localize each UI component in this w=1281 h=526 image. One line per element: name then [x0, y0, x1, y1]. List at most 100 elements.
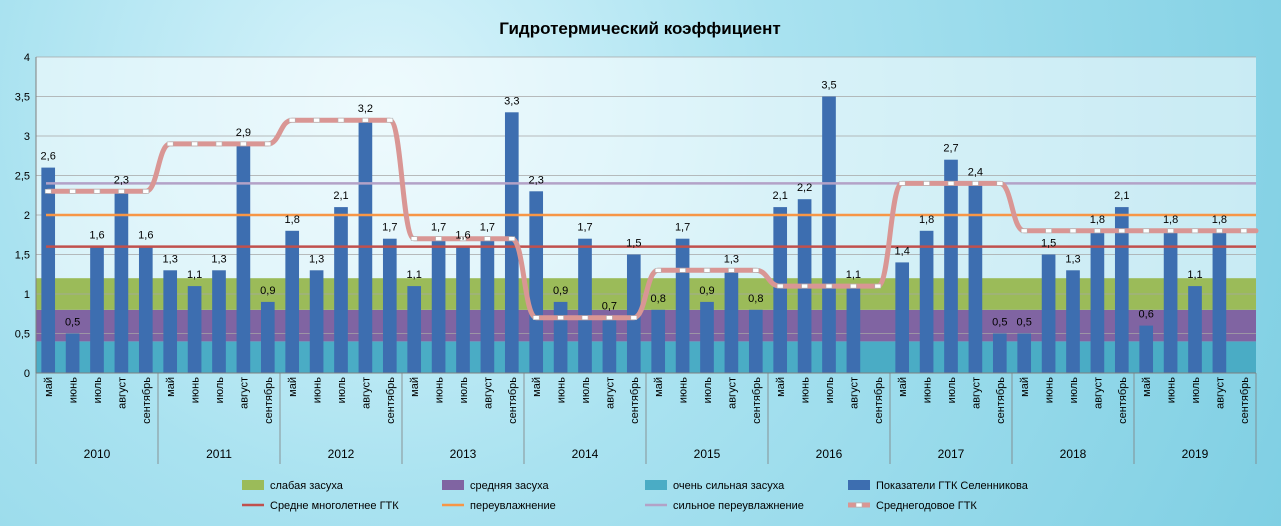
x-year-label: 2015: [694, 447, 721, 461]
data-label: 2,1: [333, 190, 348, 202]
x-month-label: май: [531, 377, 543, 397]
average-marker: [752, 267, 760, 273]
x-year-label: 2010: [84, 447, 111, 461]
data-label: 1,7: [480, 222, 495, 234]
data-label: 0,6: [1139, 309, 1154, 321]
bar: [748, 309, 763, 373]
data-label: 2,3: [529, 174, 544, 186]
x-month-label: сентябрь: [873, 377, 885, 424]
x-year-label: 2019: [1182, 447, 1209, 461]
bar: [1114, 207, 1129, 373]
bar: [846, 286, 861, 373]
x-month-label: май: [775, 377, 787, 397]
average-marker: [1216, 228, 1223, 234]
data-label: 1,7: [675, 222, 690, 234]
data-label: 1,3: [211, 253, 226, 265]
x-month-label: май: [287, 377, 299, 397]
bar: [1139, 325, 1154, 373]
data-label: 1,7: [577, 222, 592, 234]
x-month-label: август: [1092, 377, 1104, 409]
x-month-label: сентябрь: [385, 377, 397, 424]
data-label: 1,7: [382, 222, 397, 234]
x-month-label: август: [1214, 377, 1226, 409]
x-month-label: август: [238, 377, 250, 409]
data-label: 1,8: [1163, 214, 1178, 226]
x-month-label: сентябрь: [995, 377, 1007, 424]
average-marker: [288, 117, 296, 123]
data-label: 1,3: [1065, 253, 1080, 265]
bar: [724, 270, 739, 373]
average-marker: [264, 141, 272, 147]
bar: [41, 167, 56, 373]
bar: [65, 333, 80, 373]
bar: [992, 333, 1007, 373]
x-month-label: август: [360, 377, 372, 409]
x-month-label: сентябрь: [1239, 377, 1251, 424]
data-label: 1,1: [187, 269, 202, 281]
data-label: 1,8: [1212, 214, 1227, 226]
bar: [382, 238, 397, 373]
data-label: 1,6: [138, 230, 153, 242]
y-tick-label: 2: [24, 210, 30, 222]
data-label: 1,3: [163, 253, 178, 265]
average-marker: [313, 117, 320, 123]
bar: [1188, 286, 1202, 373]
bar: [1017, 333, 1032, 373]
bar: [822, 96, 836, 373]
x-month-label: август: [970, 377, 982, 409]
y-tick-label: 0: [24, 368, 30, 380]
legend-label: средняя засуха: [470, 480, 549, 492]
chart-title: Гидротермический коэффициент: [499, 19, 780, 38]
x-year-label: 2016: [816, 447, 843, 461]
x-month-label: май: [43, 377, 55, 397]
average-marker: [581, 315, 589, 321]
data-label: 2,4: [968, 166, 983, 178]
average-marker: [776, 283, 784, 289]
average-marker: [703, 267, 711, 273]
data-label: 1,6: [455, 230, 470, 242]
y-tick-label: 4: [24, 52, 30, 64]
data-label: 3,5: [821, 80, 836, 92]
x-month-label: июнь: [312, 377, 324, 403]
x-month-label: август: [848, 377, 860, 409]
average-marker: [142, 189, 150, 194]
data-label: 1,5: [1041, 238, 1056, 250]
data-label: 1,6: [89, 230, 104, 242]
average-marker: [410, 236, 418, 241]
bar: [529, 191, 544, 373]
bar: [895, 262, 910, 373]
x-month-label: июнь: [68, 377, 80, 403]
bar: [1090, 230, 1105, 373]
x-month-label: август: [482, 377, 494, 409]
average-marker: [435, 236, 442, 241]
data-label: 2,9: [236, 127, 251, 139]
bar: [334, 207, 348, 373]
bar: [431, 238, 446, 373]
bar: [260, 301, 275, 373]
y-tick-label: 1,5: [15, 250, 30, 262]
average-marker: [825, 283, 833, 289]
average-marker: [679, 267, 686, 273]
bar: [578, 238, 592, 373]
bar: [212, 270, 226, 373]
bar: [285, 230, 300, 373]
bar: [602, 317, 617, 373]
bar: [90, 246, 104, 373]
x-month-label: июнь: [1044, 377, 1056, 403]
bar: [675, 238, 690, 373]
average-marker: [947, 181, 955, 186]
bar: [456, 246, 470, 373]
average-marker: [923, 181, 930, 186]
data-label: 1,3: [309, 253, 324, 265]
data-label: 0,9: [699, 285, 714, 297]
x-month-label: сентябрь: [1117, 377, 1129, 424]
average-marker: [191, 141, 198, 147]
bar: [504, 112, 519, 374]
average-marker: [1045, 228, 1052, 234]
legend-marker: [855, 502, 863, 508]
data-label: 3,3: [504, 95, 519, 107]
data-label: 1,8: [1090, 214, 1105, 226]
average-marker: [166, 141, 174, 147]
average-marker: [386, 117, 394, 123]
